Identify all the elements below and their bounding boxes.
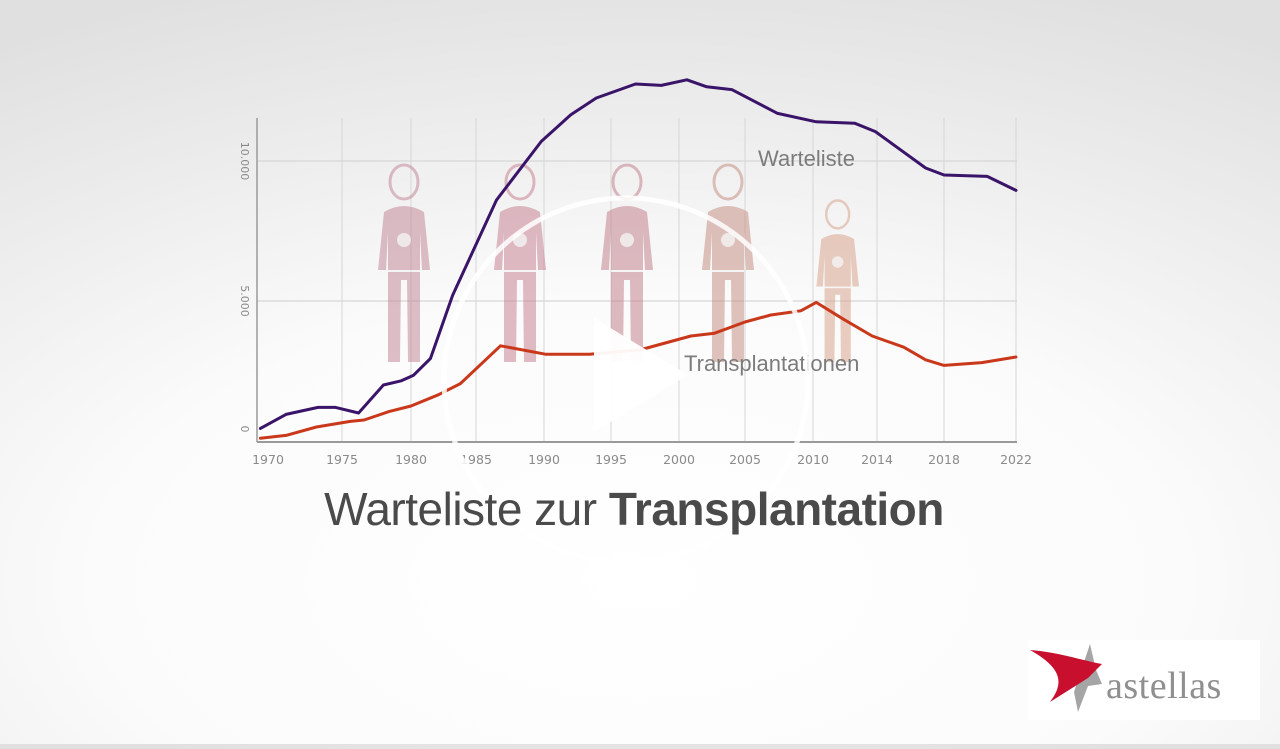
logo-wordmark: astellas	[1106, 665, 1222, 707]
figure-child-kidneys-icon	[816, 199, 859, 362]
warteliste-line	[258, 78, 1018, 430]
chart-axes	[256, 118, 1017, 443]
x-tick-label: 2005	[729, 452, 761, 467]
figure-old-man-liver-icon	[601, 163, 653, 362]
astellas-star-icon	[1030, 644, 1102, 712]
astellas-logo[interactable]: astellas	[1028, 640, 1260, 720]
y-tick-label: 0	[238, 426, 251, 433]
play-overlay	[441, 195, 811, 565]
x-tick-label: 2022	[1000, 452, 1032, 467]
transplantationen-line	[258, 300, 1018, 440]
x-tick-label: 2014	[861, 452, 893, 467]
x-tick-label: 1995	[595, 452, 627, 467]
x-tick-label: 2018	[928, 452, 960, 467]
y-tick-labels: 0 5.000 10.000	[238, 142, 251, 433]
x-tick-label: 1990	[528, 452, 560, 467]
x-tick-label: 1975	[326, 452, 358, 467]
title-light: Warteliste zur	[324, 483, 609, 535]
x-tick-label: 2010	[797, 452, 829, 467]
play-icon	[594, 318, 688, 432]
x-tick-label: 1980	[395, 452, 427, 467]
x-tick-label: 1970	[252, 452, 284, 467]
play-ring	[441, 195, 811, 565]
x-tick-labels: 1970 1975 1980 1985 1990 1995 2000 2005 2010 2014…	[252, 452, 1032, 467]
figure-man-heart-icon	[378, 163, 430, 362]
y-tick-label: 5.000	[238, 285, 251, 317]
x-tick-label: 2000	[663, 452, 695, 467]
video-title: Warteliste zur Transplantation	[0, 482, 1268, 536]
title-bold: Transplantation	[608, 483, 944, 535]
warteliste-label: Warteliste	[758, 146, 855, 171]
y-tick-label: 10.000	[238, 142, 251, 181]
x-tick-label: 1985	[460, 452, 492, 467]
transplantationen-label: Transplantationen	[684, 351, 859, 376]
